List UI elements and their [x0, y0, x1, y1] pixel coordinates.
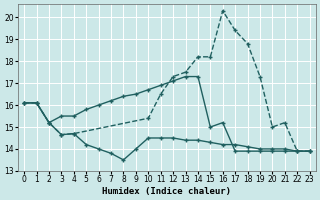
X-axis label: Humidex (Indice chaleur): Humidex (Indice chaleur): [102, 187, 231, 196]
